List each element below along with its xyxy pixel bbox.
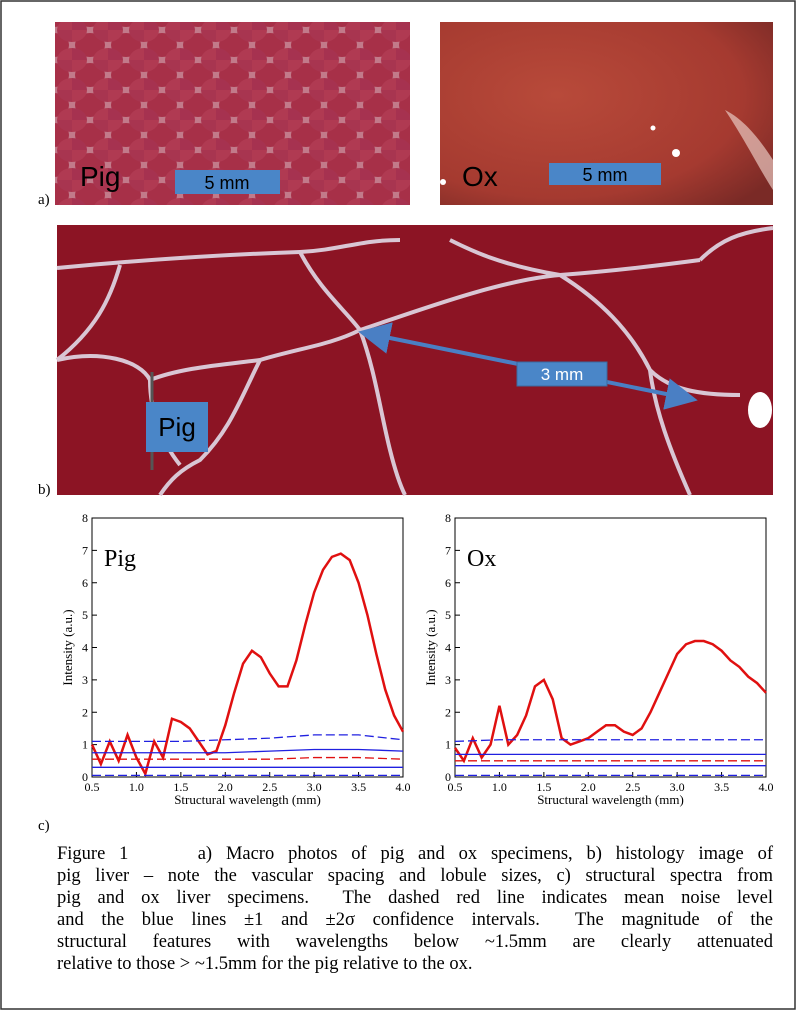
plot-area bbox=[454, 517, 767, 778]
specimen-label: Pig bbox=[158, 412, 196, 442]
x-tick-label: 3.0 bbox=[670, 780, 685, 794]
y-tick-label: 6 bbox=[82, 576, 88, 590]
charts: 0 1 2 3 4 5 6 7 8 0.5 1.0 1.5 2.0 2.5 3.0 3.5 4.0 Structu… bbox=[60, 511, 774, 807]
y-axis-label: Intensity (a.u.) bbox=[60, 609, 75, 685]
y-tick-label: 2 bbox=[445, 705, 451, 719]
x-tick-label: 2.5 bbox=[625, 780, 640, 794]
x-tick-label: 1.5 bbox=[173, 780, 188, 794]
scale-label: 5 mm bbox=[583, 165, 628, 185]
x-tick-label: 1.5 bbox=[536, 780, 551, 794]
scale-label: 3 mm bbox=[541, 365, 584, 384]
y-tick-label: 2 bbox=[82, 705, 88, 719]
y-tick-label: 7 bbox=[445, 543, 451, 557]
y-tick-label: 1 bbox=[82, 738, 88, 752]
signal-line bbox=[453, 639, 767, 764]
x-tick-label: 1.0 bbox=[129, 780, 144, 794]
chart-annotation: Pig bbox=[104, 546, 136, 572]
y-tick-label: 7 bbox=[82, 543, 88, 557]
y-tick-label: 3 bbox=[82, 673, 88, 687]
x-tick-label: 2.5 bbox=[262, 780, 277, 794]
x-tick-label: 4.0 bbox=[759, 780, 774, 794]
y-tick-label: 1 bbox=[445, 738, 451, 752]
caption-line: pig and ox liver specimens. The dashed r… bbox=[57, 888, 773, 908]
x-tick-label: 0.5 bbox=[448, 780, 463, 794]
y-tick-label: 0 bbox=[82, 770, 88, 784]
ox-label: Ox bbox=[462, 161, 498, 192]
ox-glare bbox=[725, 110, 773, 190]
y-tick-label: 5 bbox=[445, 608, 451, 622]
y-tick-label: 8 bbox=[445, 511, 451, 525]
y-tick-label: 4 bbox=[82, 641, 88, 655]
ox-speck bbox=[440, 179, 446, 185]
x-tick-label: 4.0 bbox=[396, 780, 411, 794]
panel-label: b) bbox=[38, 482, 51, 498]
ox-speck bbox=[672, 149, 680, 157]
x-tick-label: 1.0 bbox=[492, 780, 507, 794]
caption-line: Figure 1 a) Macro photos of pig and ox s… bbox=[57, 844, 773, 864]
vessel-lumen bbox=[748, 392, 772, 428]
caption: Figure 1 a) Macro photos of pig and ox s… bbox=[57, 843, 773, 975]
x-axis-label: Structural wavelength (mm) bbox=[174, 792, 321, 807]
pig-label: Pig bbox=[80, 161, 120, 192]
y-tick-label: 8 bbox=[82, 511, 88, 525]
scale-bar bbox=[175, 170, 280, 194]
signal-line bbox=[90, 552, 405, 778]
panel-label: c) bbox=[38, 818, 50, 834]
x-axis-label: Structural wavelength (mm) bbox=[537, 792, 684, 807]
panel-label: a) bbox=[38, 192, 50, 208]
scale-bar bbox=[549, 163, 661, 185]
x-tick-label: 2.0 bbox=[581, 780, 596, 794]
y-tick-label: 6 bbox=[445, 576, 451, 590]
noise-line bbox=[92, 748, 404, 754]
x-tick-label: 3.5 bbox=[714, 780, 729, 794]
caption-line: structural features with wavelengths bel… bbox=[57, 932, 773, 952]
x-tick-label: 3.5 bbox=[351, 780, 366, 794]
x-tick-label: 0.5 bbox=[85, 780, 100, 794]
ox-speck bbox=[650, 125, 656, 131]
chart-annotation: Ox bbox=[467, 546, 496, 572]
y-tick-label: 5 bbox=[82, 608, 88, 622]
caption-line: pig liver – note the vascular spacing an… bbox=[57, 866, 773, 886]
caption-line: and the blue lines ±1 and ±2σ confidence… bbox=[57, 910, 773, 930]
y-tick-label: 3 bbox=[445, 673, 451, 687]
scale-box bbox=[516, 361, 608, 387]
y-axis-label: Intensity (a.u.) bbox=[423, 609, 438, 685]
x-tick-label: 2.0 bbox=[218, 780, 233, 794]
y-tick-label: 4 bbox=[445, 641, 451, 655]
caption-line: relative to those > ~1.5mm for the pig r… bbox=[57, 954, 473, 974]
x-tick-label: 3.0 bbox=[307, 780, 322, 794]
scale-label: 5 mm bbox=[205, 173, 250, 193]
specimen-box bbox=[146, 402, 208, 452]
plot-area bbox=[91, 517, 404, 778]
y-tick-label: 0 bbox=[445, 770, 451, 784]
